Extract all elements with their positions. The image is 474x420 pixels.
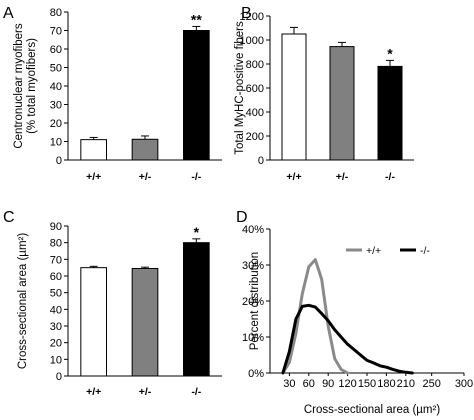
bar-2 (131, 268, 159, 377)
panel-letter-a: A (3, 5, 14, 22)
x-tick-label: 250 (422, 378, 440, 390)
category-label: +/- (336, 171, 349, 183)
y-tick-label: 20 (50, 338, 62, 350)
panel-d-line-chart: 0% 10% 20% 30% 40% 30 60 90 120 150 180 210 250 300 Pe… (242, 224, 473, 416)
category-label: -/- (191, 386, 201, 398)
y-tick-label: 80 (50, 7, 62, 19)
y-tick-label: 1000 (240, 35, 264, 47)
y-tick-label: 60 (50, 44, 62, 56)
x-tick-label: 300 (455, 378, 473, 390)
y-axis-label: (% total myofibers) (26, 38, 38, 134)
y-axis-label: Total MyHC-positive fibers (234, 21, 246, 155)
y-tick-label: 70 (50, 26, 62, 38)
category-label: +/- (139, 171, 152, 183)
series-line-1 (281, 258, 350, 375)
y-tick-label: 0 (258, 155, 264, 167)
x-tick-label: 150 (358, 378, 376, 390)
y-tick-label: 80 (50, 238, 62, 250)
series-line-2 (281, 303, 414, 375)
y-axis-label: Percent distribution (249, 252, 261, 350)
y-tick-label: 800 (246, 59, 264, 71)
y-tick-label: 30 (50, 100, 62, 112)
legend-label: -/- (420, 245, 430, 257)
y-tick-label: 200 (246, 131, 264, 143)
y-tick-label: 30 (50, 321, 62, 333)
y-tick-label: 30% (242, 260, 264, 272)
bar-1 (80, 139, 108, 161)
y-tick-label: 20 (50, 118, 62, 130)
significance-marker: * (194, 224, 200, 240)
panel-letter-c: C (3, 209, 15, 226)
y-tick-label: 70 (50, 254, 62, 266)
x-tick-label: 30 (283, 378, 295, 390)
panel-letter-d: D (236, 209, 248, 226)
category-label: +/+ (86, 386, 101, 398)
significance-marker: * (387, 45, 393, 61)
bar-1 (80, 267, 108, 377)
y-axis-label: Centronuclear myofibers (13, 23, 25, 149)
significance-marker: ** (191, 11, 202, 27)
y-tick-label: 1200 (240, 11, 264, 23)
y-axis-label: Cross-sectional area (µm²) (17, 233, 29, 370)
bar-2 (131, 138, 159, 161)
y-tick-label: 90 (50, 221, 62, 233)
bar-1 (281, 33, 307, 161)
panel-c-bar-chart: 0 10 20 30 40 50 60 70 80 90 Cross-sectional area … (17, 221, 222, 398)
y-tick-label: 10 (50, 137, 62, 149)
category-label: +/+ (286, 171, 301, 183)
y-tick-label: 0 (56, 371, 62, 383)
y-tick-label: 600 (246, 83, 264, 95)
y-tick-label: 20% (242, 296, 264, 308)
x-tick-label: 120 (338, 378, 356, 390)
panel-letter-b: B (241, 5, 252, 22)
y-tick-label: 60 (50, 271, 62, 283)
y-tick-label: 0 (56, 155, 62, 167)
bar-3 (183, 242, 210, 377)
y-tick-label: 40 (50, 304, 62, 316)
bar-3 (183, 30, 210, 161)
x-tick-label: 90 (322, 378, 334, 390)
x-tick-label: 60 (303, 378, 315, 390)
category-label: +/+ (86, 171, 101, 183)
y-tick-label: 10% (242, 332, 264, 344)
y-tick-label: 50 (50, 63, 62, 75)
y-tick-label: 40% (242, 224, 264, 236)
category-label: +/- (139, 386, 152, 398)
y-tick-label: 0% (248, 368, 264, 380)
x-tick-label: 210 (397, 378, 415, 390)
bar-2 (329, 46, 355, 161)
y-tick-label: 10 (50, 354, 62, 366)
y-tick-label: 40 (50, 81, 62, 93)
legend-label: +/+ (366, 245, 381, 257)
category-label: -/- (191, 171, 201, 183)
x-tick-label: 180 (377, 378, 395, 390)
panel-a-bar-chart: 0 10 20 30 40 50 60 70 80 Centronuclear myofibers… (13, 7, 222, 183)
x-axis-label: Cross-sectional area (µm²) (304, 404, 441, 416)
y-tick-label: 400 (246, 107, 264, 119)
category-label: -/- (385, 171, 395, 183)
y-tick-label: 50 (50, 288, 62, 300)
bar-3 (377, 65, 403, 161)
